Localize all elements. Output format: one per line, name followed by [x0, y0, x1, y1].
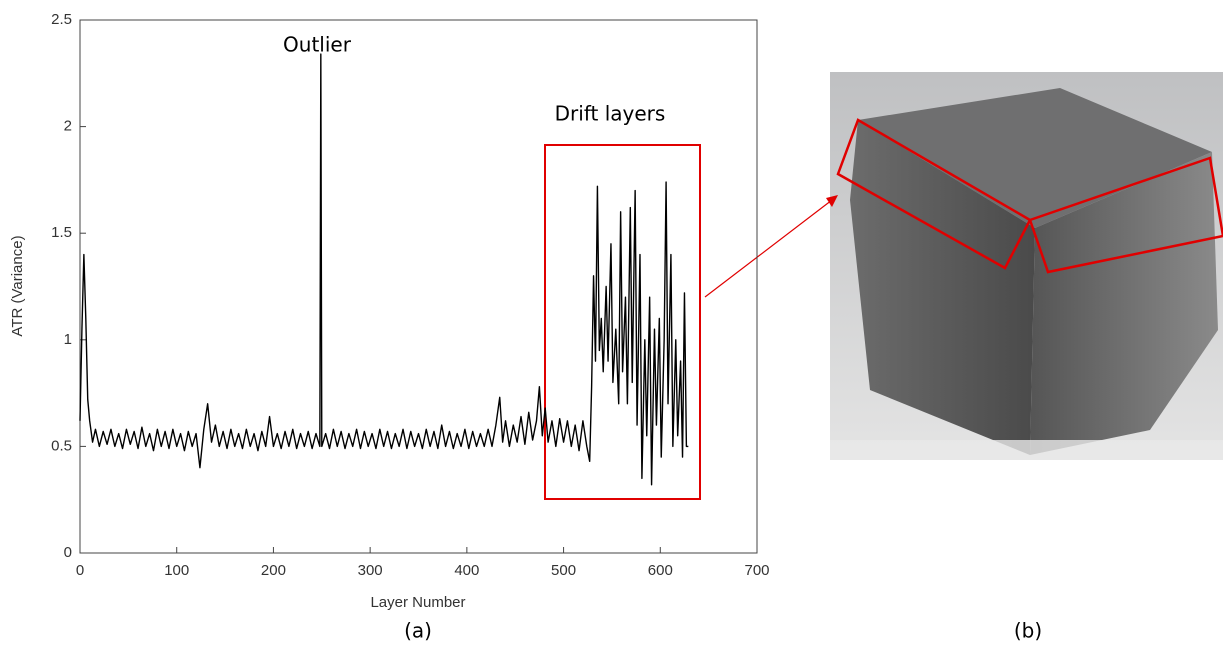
data-line	[79, 53, 689, 486]
arrow-head	[826, 195, 838, 207]
x-tick-label: 400	[454, 562, 479, 579]
annotation: Drift layers	[555, 102, 666, 126]
x-tick-label: 300	[358, 562, 383, 579]
x-axis-label: Layer Number	[370, 594, 465, 611]
x-tick-label: 200	[261, 562, 286, 579]
y-tick-label: 0	[64, 544, 72, 561]
x-tick-label: 700	[744, 562, 769, 579]
y-tick-label: 1.5	[51, 224, 72, 241]
y-axis-label: ATR (Variance)	[9, 235, 26, 336]
y-tick-label: 1	[64, 331, 72, 348]
y-tick-label: 2.5	[51, 11, 72, 28]
y-tick-label: 2	[64, 118, 72, 135]
panel-label: (a)	[404, 619, 432, 643]
x-tick-label: 600	[648, 562, 673, 579]
y-tick-label: 0.5	[51, 437, 72, 454]
x-tick-label: 0	[76, 562, 84, 579]
plot-frame	[79, 19, 758, 554]
x-tick-label: 500	[551, 562, 576, 579]
x-tick-label: 100	[164, 562, 189, 579]
drift-box	[544, 144, 701, 500]
photo-highlight	[836, 118, 1223, 274]
annotation: Outlier	[283, 33, 352, 57]
photo	[830, 72, 1223, 460]
panel-label: (b)	[1014, 619, 1042, 643]
arrow	[704, 199, 833, 298]
